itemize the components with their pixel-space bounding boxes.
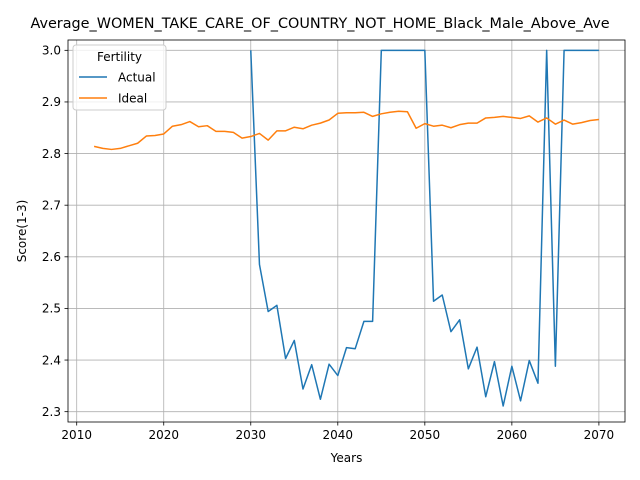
series-layer	[93, 49, 599, 407]
legend-box	[72, 44, 167, 111]
series-line-actual	[250, 49, 599, 407]
plot-frame	[67, 39, 626, 423]
y-tick-label: 2.4	[42, 353, 61, 367]
x-axis: 2010 2020 2030 2040 2050 2060 2070	[61, 422, 614, 442]
x-axis-label: Years	[330, 451, 363, 465]
y-axis: 2.3 2.4 2.5 2.6 2.7 2.8 2.9 3.0	[42, 44, 68, 419]
series-line-ideal	[93, 110, 599, 151]
legend-label-ideal: Ideal	[118, 92, 147, 106]
legend-title: Fertility	[97, 50, 142, 64]
grid-lines	[68, 40, 625, 422]
y-axis-label: Score(1-3)	[15, 200, 29, 263]
x-tick-label: 2020	[148, 428, 179, 442]
y-tick-label: 3.0	[42, 44, 61, 58]
y-tick-label: 2.8	[42, 147, 61, 161]
x-tick-label: 2040	[323, 428, 354, 442]
x-tick-label: 2030	[235, 428, 266, 442]
y-tick-label: 2.3	[42, 405, 61, 419]
legend-label-actual: Actual	[118, 71, 156, 85]
chart-title: Average_WOMEN_TAKE_CARE_OF_COUNTRY_NOT_H…	[30, 16, 609, 32]
x-tick-label: 2070	[584, 428, 615, 442]
x-tick-label: 2010	[61, 428, 92, 442]
x-tick-label: 2050	[410, 428, 441, 442]
y-tick-label: 2.7	[42, 198, 61, 212]
y-tick-label: 2.5	[42, 302, 61, 316]
x-tick-label: 2060	[497, 428, 528, 442]
y-tick-label: 2.6	[42, 250, 61, 264]
y-tick-label: 2.9	[42, 95, 61, 109]
legend: Fertility Actual Ideal	[72, 44, 167, 111]
